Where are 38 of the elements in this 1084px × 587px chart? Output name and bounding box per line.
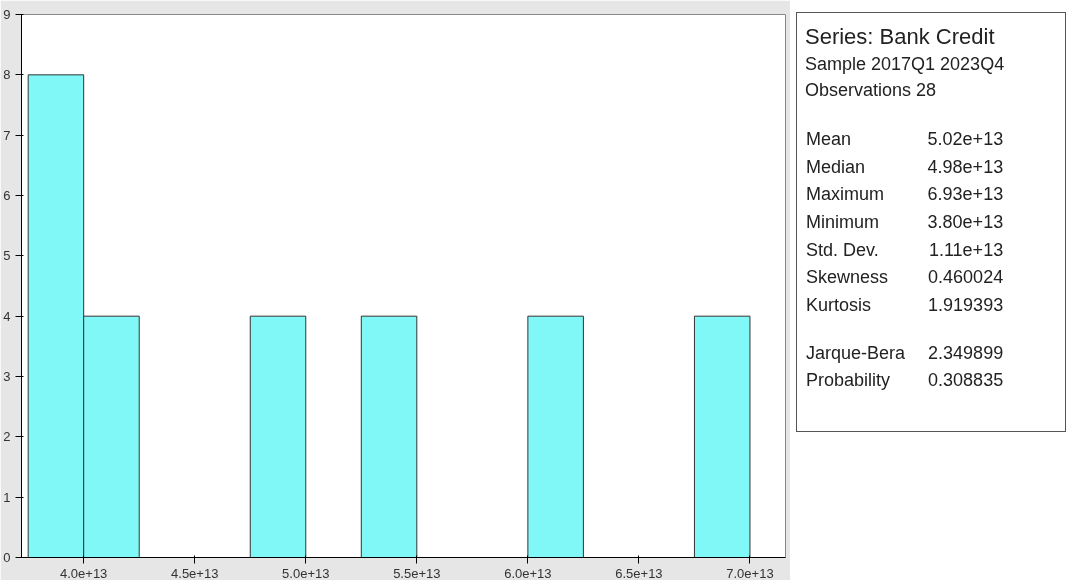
y-tick-label: 4 [3,308,11,324]
text: Std. Dev. [805,238,880,262]
x-tick-label: 7.0e+13 [726,565,774,581]
y-tick-label: 6 [3,188,11,203]
text: 2.349899 [927,341,1005,365]
y-tick-label: 8 [3,67,11,83]
y-tick-label: 1 [3,489,11,505]
text: 0.308835 [927,369,1005,393]
text: Sample 2017Q1 2023Q4 [805,53,1005,77]
y-tick-label: 9 [3,7,11,22]
y-tick-label: 3 [3,369,11,384]
text: Observations 28 [805,79,938,103]
x-tick-label: 5.5e+13 [393,565,441,581]
x-tick-label: 6.5e+13 [615,565,663,581]
text: Skewness [805,266,890,290]
text: Maximum [805,183,885,207]
text: 1.11e+13 [927,238,1005,262]
text: 3.80e+13 [926,210,1005,234]
x-tick-label: 6.0e+13 [504,565,552,581]
text: 6.93e+13 [926,183,1005,207]
y-tick-label: 2 [3,429,11,445]
text: Jarque-Bera [805,341,907,365]
text: Mean [805,127,853,151]
text: 4.98e+13 [926,155,1005,179]
text: 1.919393 [927,294,1005,318]
text: Median [805,155,867,179]
text: Kurtosis [805,294,873,318]
text: Series: Bank Credit [805,23,996,51]
text: Minimum [805,210,880,234]
x-tick-label: 4.5e+13 [171,565,219,581]
text: 0.460024 [927,266,1005,290]
x-tick-label: 4.0e+13 [60,565,108,581]
y-tick-label: 5 [3,248,11,264]
text: 5.02e+13 [926,127,1005,151]
text: Probability [805,369,892,393]
y-tick-label: 7 [3,127,11,143]
y-tick-label: 0 [3,550,11,565]
x-tick-label: 5.0e+13 [282,565,330,581]
